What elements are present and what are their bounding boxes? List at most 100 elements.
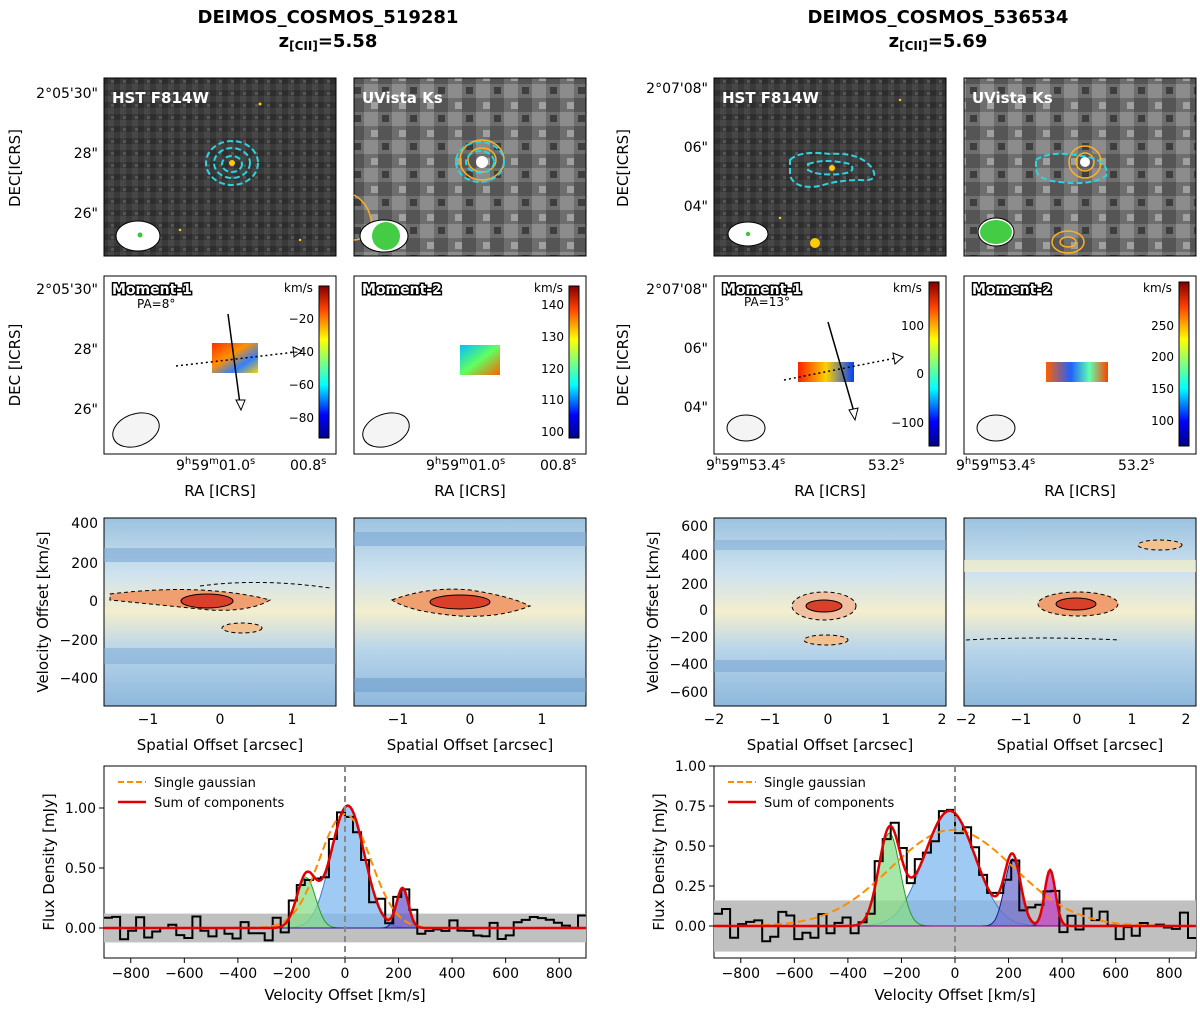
right-row1-dec-axis: 2°07'08" 06" 04" DEC[ICRS] <box>614 81 708 215</box>
ra-axis-label: RA [ICRS] <box>794 482 865 500</box>
cbar-tick: −80 <box>289 411 314 425</box>
pv-y-tick: 600 <box>681 519 708 535</box>
pv-y-tick: 200 <box>681 577 708 593</box>
cbar-tick: 200 <box>1151 350 1174 364</box>
dec-axis-label: DEC [ICRS] <box>6 324 24 407</box>
pv-x-tick: 2 <box>1182 712 1191 728</box>
cbar-tick: 140 <box>541 298 564 312</box>
pv-y-tick: −400 <box>60 671 98 687</box>
right-pa-label: PA=13° <box>744 295 790 309</box>
left-moment1-panel: Moment-1 PA=8° km/s −20 −40 −60 −80 <box>103 275 337 455</box>
ra-tick: 00.8s <box>540 456 576 474</box>
dec-tick: 04" <box>684 199 708 215</box>
spec-x-tick: 800 <box>1156 966 1183 982</box>
dec-tick: 06" <box>684 140 708 156</box>
pv-y-tick: 400 <box>71 516 98 532</box>
pv-y-axis-label: Velocity Offset [km/s] <box>644 531 662 692</box>
sum-components-line <box>714 809 1196 928</box>
pv-x-tick: 1 <box>538 712 547 728</box>
left-redshift: z[CII]=5.58 <box>279 31 378 53</box>
cbar-tick: −20 <box>289 312 314 326</box>
right-uvista-source <box>1080 157 1090 167</box>
pv-x-tick: 0 <box>1073 712 1082 728</box>
legend-single-label: Single gaussian <box>154 776 256 791</box>
spec-x-tick: −400 <box>219 966 257 982</box>
pv-x-tick: −2 <box>704 712 725 728</box>
right-redshift: z[CII]=5.69 <box>889 31 988 53</box>
spec-x-axis-label: Velocity Offset [km/s] <box>874 986 1035 1004</box>
ra-tick: 53.2s <box>868 456 904 474</box>
right-hst-label: HST F814W <box>722 89 819 107</box>
left-hst-source <box>178 102 302 242</box>
cbar-tick: 100 <box>1151 414 1174 428</box>
left-moment1-beam <box>112 412 160 448</box>
dec-tick: 2°07'08" <box>646 81 708 97</box>
left-uvista-panel: UVista Ks <box>353 77 587 257</box>
right-hst-panel: HST F814W <box>713 77 947 257</box>
right-moment1-map <box>798 362 854 382</box>
pv-x-tick: −1 <box>760 712 781 728</box>
right-spectrum-legend: Single gaussian Sum of components <box>728 776 894 811</box>
spec-y-axis-label: Flux Density [mJy] <box>40 793 58 930</box>
spec-y-tick: 0.25 <box>675 879 706 895</box>
left-moment2-label: Moment-2 <box>362 282 442 298</box>
dec-tick: 2°05'30" <box>36 282 98 298</box>
right-hst-psf <box>745 231 751 237</box>
right-uvista-panel: UVista Ks <box>963 77 1197 257</box>
spec-x-tick: 400 <box>1049 966 1076 982</box>
spec-y-tick: 1.00 <box>65 801 96 817</box>
spec-x-tick: 600 <box>492 966 519 982</box>
left-pv-map-1 <box>103 517 337 707</box>
legend-single-label: Single gaussian <box>764 776 866 791</box>
right-pv-panel-2 <box>963 517 1197 707</box>
left-major-axis-arrow <box>227 313 241 405</box>
right-moment1-label: Moment-1 <box>722 282 802 298</box>
left-uvista-label: UVista Ks <box>362 89 443 107</box>
pv-x-axis-label: Spatial Offset [arcsec] <box>137 736 304 754</box>
left-pa-label: PA=8° <box>137 297 175 311</box>
cbar-unit: km/s <box>284 281 313 295</box>
spec-y-tick: 0.75 <box>675 799 706 815</box>
left-hst-label: HST F814W <box>112 89 209 107</box>
left-title: DEIMOS_COSMOS_519281 z[CII]=5.58 <box>198 7 459 53</box>
dec-axis-label: DEC [ICRS] <box>614 324 632 407</box>
pv-y-tick: −200 <box>60 633 98 649</box>
pv-x-tick: −1 <box>1011 712 1032 728</box>
left-moment2-panel: Moment-2 km/s 140 130 120 110 100 <box>353 275 587 455</box>
pv-x-tick: −1 <box>388 712 409 728</box>
ra-axis-label: RA [ICRS] <box>434 482 505 500</box>
spec-y-tick: 0.00 <box>65 921 96 937</box>
cbar-tick: 100 <box>901 319 924 333</box>
ra-tick: 00.8s <box>290 456 326 474</box>
spec-x-tick: 0 <box>951 966 960 982</box>
right-moment2-panel: Moment-2 km/s 250 200 150 100 <box>963 275 1197 455</box>
pv-x-tick: 2 <box>938 712 947 728</box>
spec-x-tick: 800 <box>546 966 573 982</box>
dec-tick: 04" <box>684 400 708 416</box>
right-title: DEIMOS_COSMOS_536534 z[CII]=5.69 <box>808 7 1069 53</box>
dec-axis-label: DEC[ICRS] <box>6 129 24 207</box>
pv-y-tick: 0 <box>699 603 708 619</box>
right-moment1-panel: Moment-1 PA=13° km/s 100 0 −100 <box>713 275 947 455</box>
cbar-unit: km/s <box>1143 281 1172 295</box>
spec-x-tick: 400 <box>439 966 466 982</box>
pv-x-tick: −1 <box>138 712 159 728</box>
pv-x-tick: 0 <box>216 712 225 728</box>
left-spectrum-legend: Single gaussian Sum of components <box>118 776 284 811</box>
right-target-name: DEIMOS_COSMOS_536534 <box>808 7 1069 28</box>
spec-x-tick: −400 <box>829 966 867 982</box>
ra-axis-label: RA [ICRS] <box>1044 482 1115 500</box>
right-uvista-contours <box>1035 152 1108 185</box>
dec-axis-label: DEC[ICRS] <box>614 129 632 207</box>
right-uvista-psf <box>980 220 1012 244</box>
right-moment2-beam <box>976 414 1016 442</box>
cbar-tick: −40 <box>289 345 314 359</box>
left-pv-axes: 400 200 0 −200 −400 Velocity Offset [km/… <box>34 516 553 754</box>
left-minor-axis-arrow <box>175 351 297 367</box>
pv-x-axis-label: Spatial Offset [arcsec] <box>387 736 554 754</box>
spec-x-tick: −800 <box>112 966 150 982</box>
spec-x-tick: 200 <box>385 966 412 982</box>
pv-x-tick: 1 <box>882 712 891 728</box>
spec-x-tick: −600 <box>165 966 203 982</box>
